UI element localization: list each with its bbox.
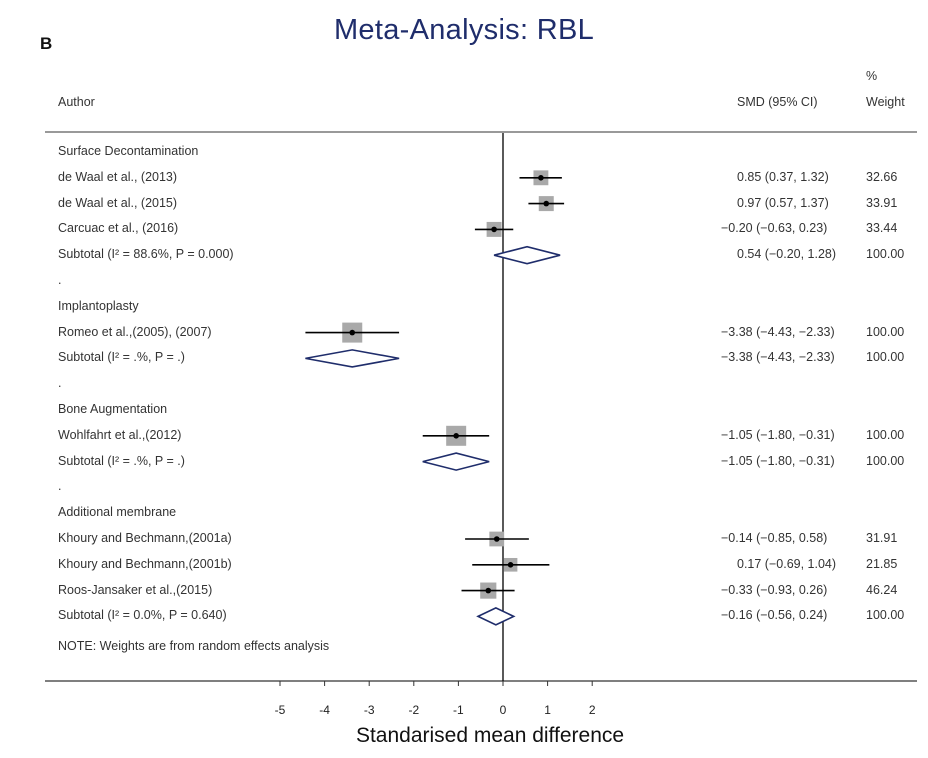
study-point-estimate: [453, 433, 459, 439]
study-point-estimate: [538, 175, 544, 181]
chart-title: Meta-Analysis: RBL: [333, 14, 595, 46]
study-label: Wohlfahrt et al.,(2012): [58, 427, 182, 442]
weight-value: 32.66: [866, 169, 898, 184]
ci-value: −3.38 (−4.43, −2.33): [721, 350, 835, 365]
row-separator: .: [58, 273, 62, 287]
x-tick-label: 1: [544, 703, 551, 717]
ci-value: 0.97 (0.57, 1.37): [737, 195, 829, 210]
panel-letter: B: [40, 34, 53, 53]
ci-value: −0.14 (−0.85, 0.58): [721, 531, 828, 545]
ci-value: 0.54 (−0.20, 1.28): [737, 247, 837, 262]
x-tick-label: 2: [588, 703, 596, 717]
study-point-estimate: [485, 587, 492, 594]
x-tick-label: -2: [408, 703, 420, 717]
x-tick-label: -3: [363, 703, 375, 717]
weight-value: 21.85: [866, 556, 898, 571]
group-heading: Implantoplasty: [58, 298, 139, 313]
x-tick-label: -5: [274, 703, 286, 717]
subtotal-label: Subtotal (I² = 0.0%, P = 0.640): [58, 608, 227, 623]
weight-value: 46.24: [866, 582, 898, 597]
weight-value: 33.91: [866, 195, 898, 210]
weight-value: 31.91: [866, 531, 898, 545]
group-heading: Surface Decontamination: [58, 144, 199, 158]
weight-value: 100.00: [866, 427, 905, 442]
study-point-estimate: [491, 226, 497, 233]
study-label: Romeo et al.,(2005), (2007): [58, 324, 212, 339]
study-label: Khoury and Bechmann,(2001a): [58, 531, 232, 545]
row-separator: .: [58, 376, 62, 391]
smd-header: SMD (95% CI): [737, 95, 818, 109]
author-header: Author: [58, 95, 95, 109]
weight-header: Weight: [866, 95, 905, 109]
subtotal-diamond: [476, 607, 516, 626]
ci-value: 0.85 (0.37, 1.32): [737, 169, 829, 184]
weight-value: 33.44: [866, 221, 898, 236]
study-label: de Waal et al., (2013): [58, 169, 178, 184]
weight-value: 100.00: [866, 324, 905, 339]
ci-value: −0.16 (−0.56, 0.24): [721, 608, 828, 623]
subtotal-diamond: [493, 245, 561, 265]
study-label: Carcuac et al., (2016): [58, 221, 179, 236]
study-point-estimate: [493, 536, 500, 542]
study-point-estimate: [349, 329, 356, 336]
subtotal-label: Subtotal (I² = 88.6%, P = 0.000): [58, 247, 234, 262]
group-heading: Additional membrane: [58, 505, 177, 520]
weights-note: NOTE: Weights are from random effects an…: [58, 639, 330, 653]
x-tick-label: 0: [499, 703, 507, 717]
subtotal-diamond: [422, 452, 490, 471]
subtotal-diamond: [305, 349, 400, 368]
ci-value: −1.05 (−1.80, −0.31): [721, 427, 835, 442]
weight-percent-header: %: [866, 69, 878, 83]
ci-value: −0.20 (−0.63, 0.23): [721, 221, 828, 236]
row-separator: .: [58, 479, 62, 494]
weight-value: 100.00: [866, 350, 905, 365]
weight-value: 100.00: [866, 608, 905, 623]
subtotal-label: Subtotal (I² = .%, P = .): [58, 453, 185, 468]
weight-value: 100.00: [866, 247, 905, 262]
x-tick-label: -1: [453, 703, 464, 717]
ci-value: −0.33 (−0.93, 0.26): [721, 582, 828, 597]
subtotal-label: Subtotal (I² = .%, P = .): [58, 350, 185, 365]
group-heading: Bone Augmentation: [58, 402, 168, 416]
ci-value: 0.17 (−0.69, 1.04): [737, 556, 837, 571]
weight-value: 100.00: [866, 453, 905, 468]
ci-value: −1.05 (−1.80, −0.31): [721, 453, 835, 468]
study-label: Roos-Jansaker et al.,(2015): [58, 582, 213, 597]
ci-value: −3.38 (−4.43, −2.33): [721, 324, 835, 339]
x-axis-label: Standarised mean difference: [355, 724, 625, 747]
x-tick-label: -4: [319, 703, 330, 717]
study-point-estimate: [507, 562, 514, 568]
study-label: de Waal et al., (2015): [58, 195, 178, 210]
study-point-estimate: [543, 200, 550, 207]
study-label: Khoury and Bechmann,(2001b): [58, 556, 232, 571]
